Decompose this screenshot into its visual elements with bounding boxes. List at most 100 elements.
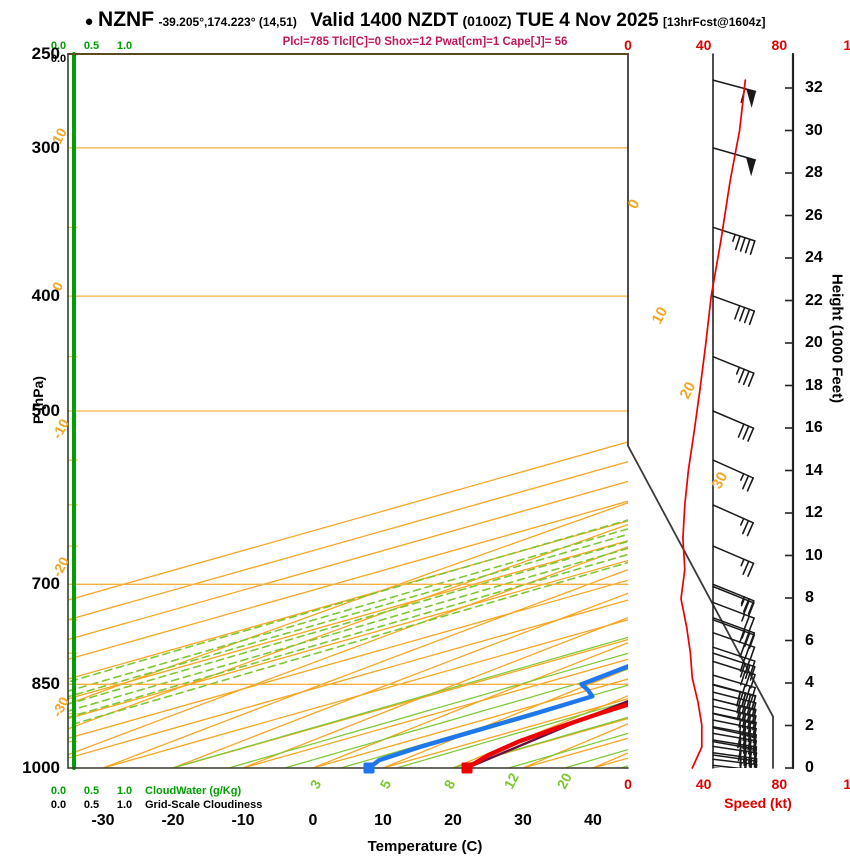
isotherm-grid [68, 441, 628, 768]
cloudwater-tick: 0.0 [50, 785, 67, 797]
barb-full [747, 735, 752, 751]
dry-adiabat-line [172, 592, 628, 768]
barb-shaft [712, 504, 754, 524]
surface-dewpoint [363, 762, 375, 774]
barb-shaft [712, 725, 757, 736]
barb-pennant [745, 156, 756, 177]
wind-barb [712, 504, 754, 537]
barb-full [749, 665, 756, 681]
barb-full [750, 686, 756, 702]
barb-full [751, 708, 757, 724]
wind-barb [712, 601, 755, 632]
panel-border-right-diagonal [627, 444, 774, 718]
barb-full [751, 702, 757, 718]
barb-shaft [712, 739, 758, 748]
barb-full [744, 658, 751, 674]
isotherm-line [68, 461, 628, 621]
barb-full [751, 695, 757, 711]
barb-half [735, 366, 741, 375]
barb-shaft [712, 745, 758, 754]
barb-full [737, 733, 742, 749]
dry-adiabat-grid [68, 502, 628, 768]
barb-full [743, 308, 751, 324]
barb-full [748, 747, 752, 763]
panel-background [68, 54, 628, 768]
barb-full [738, 628, 746, 644]
mixing-ratio-line [68, 540, 628, 705]
barb-shaft [712, 545, 755, 565]
wind-barb [712, 725, 757, 750]
barb-shaft [712, 226, 756, 242]
barb-full [741, 692, 747, 708]
isotherm-line [242, 658, 628, 768]
wind-barb [712, 79, 757, 108]
barb-shaft [712, 698, 757, 711]
stability-parameters: Plcl=785 Tlcl[C]=0 Shox=12 Pwat[cm]=1 Ca… [282, 36, 568, 48]
speed-tick-label-bottom: 120 [843, 776, 850, 792]
barb-full [750, 770, 752, 784]
dewpoint-profile [366, 664, 628, 768]
cloudiness-tick: 0.5 [83, 53, 100, 65]
barb-full [747, 372, 755, 387]
isotherm-line [68, 540, 628, 700]
isotherm-line [382, 698, 628, 768]
mixing-ratio-line [68, 528, 628, 692]
barb-shaft [712, 355, 755, 374]
barb-full [748, 634, 756, 649]
wind-barb [712, 739, 758, 762]
barb-full [753, 748, 758, 764]
dry-adiabat-line [312, 642, 628, 768]
barb-half [740, 596, 745, 605]
wind-barb [712, 583, 755, 615]
speed-tick-label-top: 80 [771, 37, 788, 53]
barb-half [738, 724, 742, 734]
height-tick-label: 30 [805, 121, 823, 139]
barb-full [737, 745, 742, 762]
barb-full [754, 760, 758, 768]
barb-full [743, 632, 751, 648]
moist-adiabat-grid [172, 636, 628, 768]
barb-shaft [712, 691, 757, 704]
moist-adiabat-line [340, 684, 628, 768]
barb-full [746, 721, 752, 737]
barb-full [740, 683, 746, 699]
barb-shaft [712, 652, 756, 668]
barb-full [741, 720, 747, 736]
figure-header: ● NZNF -39.205°,174.223° (14,51) Valid 1… [0, 8, 850, 32]
barb-full [742, 598, 750, 613]
wind-barb [712, 652, 756, 681]
dry-adiabat-line [242, 616, 628, 768]
barb-full [748, 745, 753, 761]
barb-full [741, 699, 747, 715]
barb-full [743, 750, 747, 766]
barb-shaft [712, 698, 757, 711]
speed-tick-label-top: 0 [624, 37, 632, 53]
surface-temperature [461, 762, 473, 774]
barb-half [738, 718, 742, 727]
height-tick-label: 18 [805, 376, 823, 394]
isotherm-line [312, 678, 628, 768]
legend-cloudwater: 0.0 0.5 1.0 CloudWater (g/Kg) [42, 785, 241, 797]
cloudwater-tick: 0.0 [50, 40, 67, 52]
barb-full [752, 736, 757, 752]
barb-full [753, 740, 758, 756]
cloudiness-tick: 0.5 [83, 799, 100, 811]
mixing-ratio-label: 5 [377, 777, 395, 792]
barb-full [743, 600, 750, 615]
barb-full [747, 427, 755, 442]
barb-full [741, 712, 747, 729]
isotherm-line [592, 757, 628, 768]
barb-full [741, 706, 747, 722]
barb-full [742, 370, 750, 386]
barb-shaft [712, 684, 757, 697]
barb-half [740, 558, 745, 567]
wind-barb [712, 719, 757, 744]
mixing-ratio-grid [68, 519, 628, 727]
temperature-tick-label: -10 [231, 812, 255, 829]
mixing-ratio-line [68, 533, 628, 698]
barb-shaft [712, 79, 757, 93]
barb-shaft [712, 712, 757, 724]
mixing-ratio-label: 3 [307, 777, 325, 792]
barb-full [742, 746, 747, 762]
